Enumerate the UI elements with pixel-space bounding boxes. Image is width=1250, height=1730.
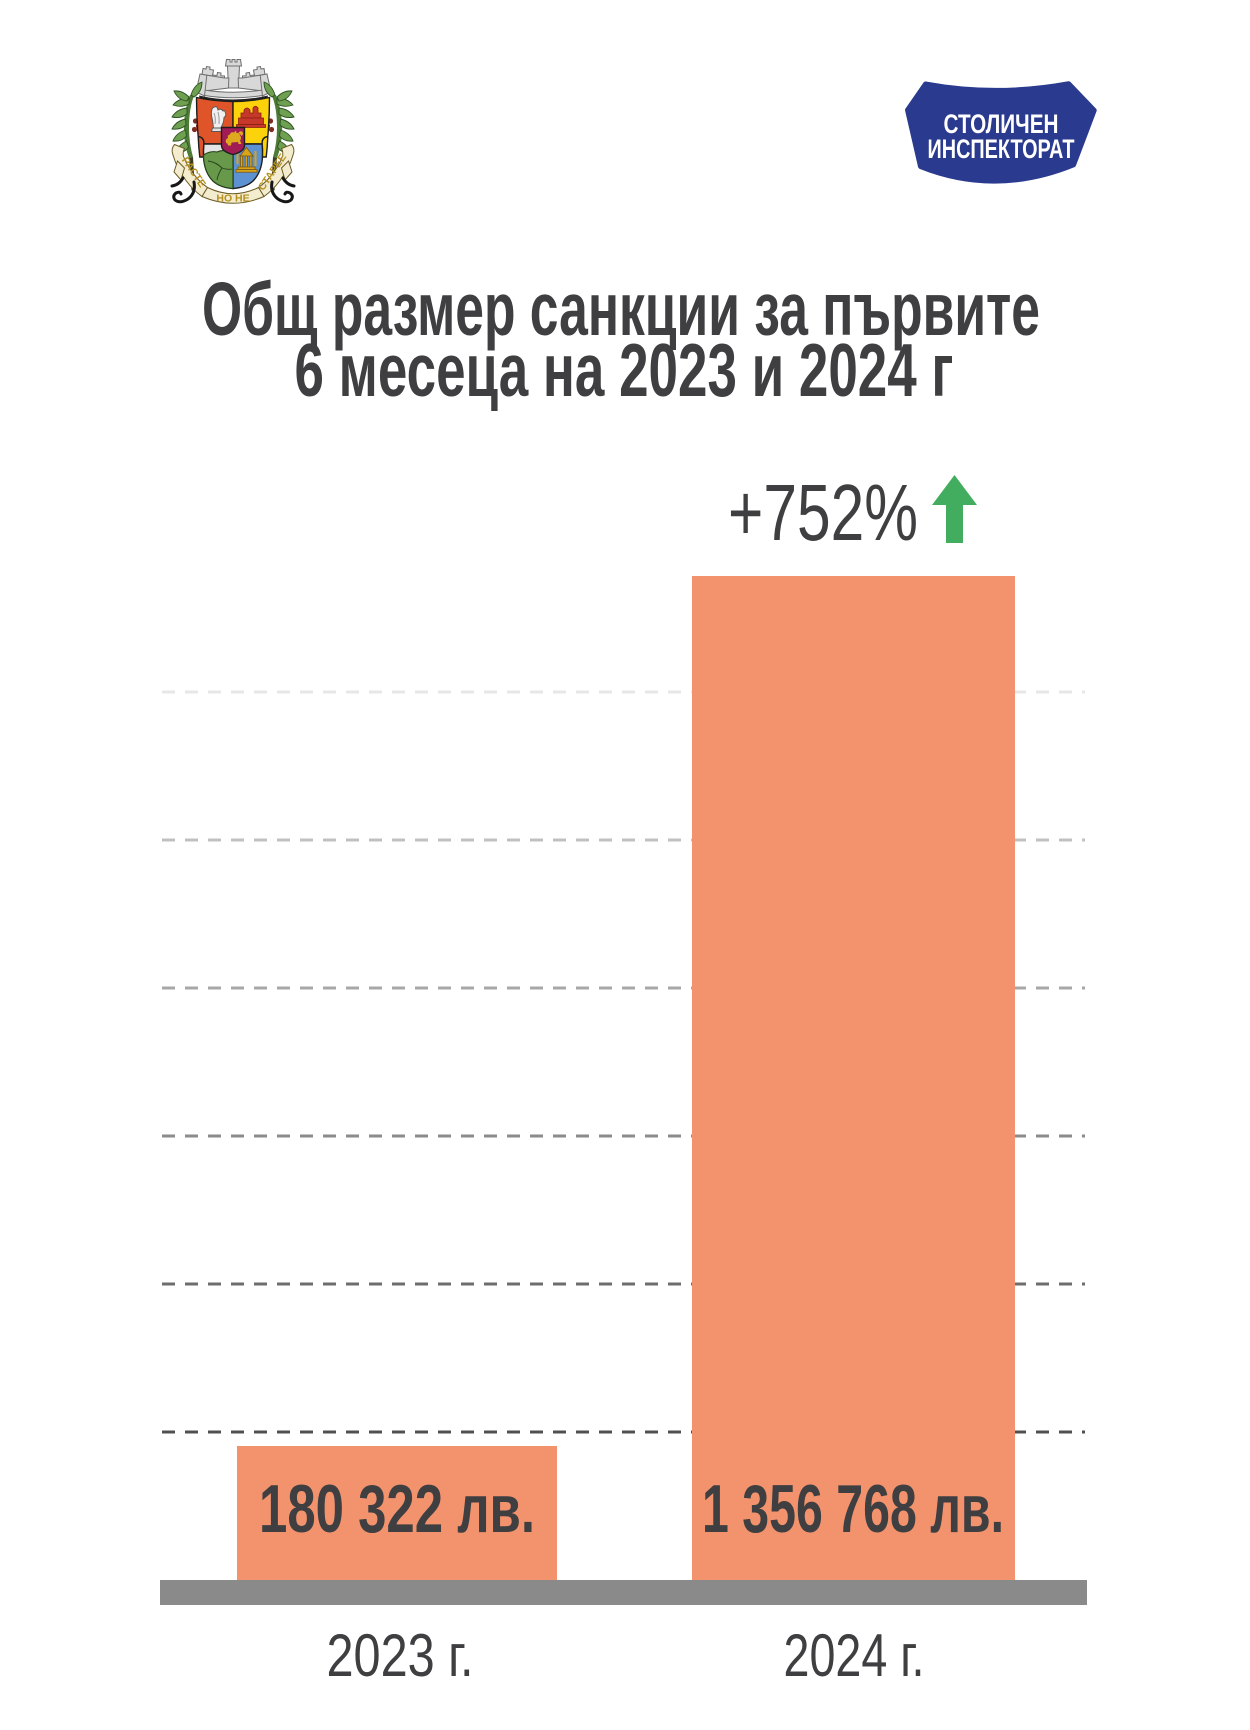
svg-text:НО НЕ: НО НЕ bbox=[216, 193, 249, 205]
svg-text:СТОЛИЧЕН: СТОЛИЧЕН bbox=[944, 109, 1059, 139]
svg-text:180 322 лв.: 180 322 лв. bbox=[259, 1471, 535, 1547]
svg-text:ИНСПЕКТОРАТ: ИНСПЕКТОРАТ bbox=[928, 134, 1075, 164]
svg-text:+752%: +752% bbox=[728, 468, 918, 557]
svg-text:Общ размер санкции за първите: Общ размер санкции за първите bbox=[202, 267, 1040, 351]
svg-text:1 356 768 лв.: 1 356 768 лв. bbox=[702, 1471, 1004, 1547]
svg-text:6 месеца на 2023 и 2024 г: 6 месеца на 2023 и 2024 г bbox=[295, 328, 954, 412]
svg-text:2024 г.: 2024 г. bbox=[784, 1622, 925, 1689]
svg-text:2023 г.: 2023 г. bbox=[327, 1622, 474, 1689]
